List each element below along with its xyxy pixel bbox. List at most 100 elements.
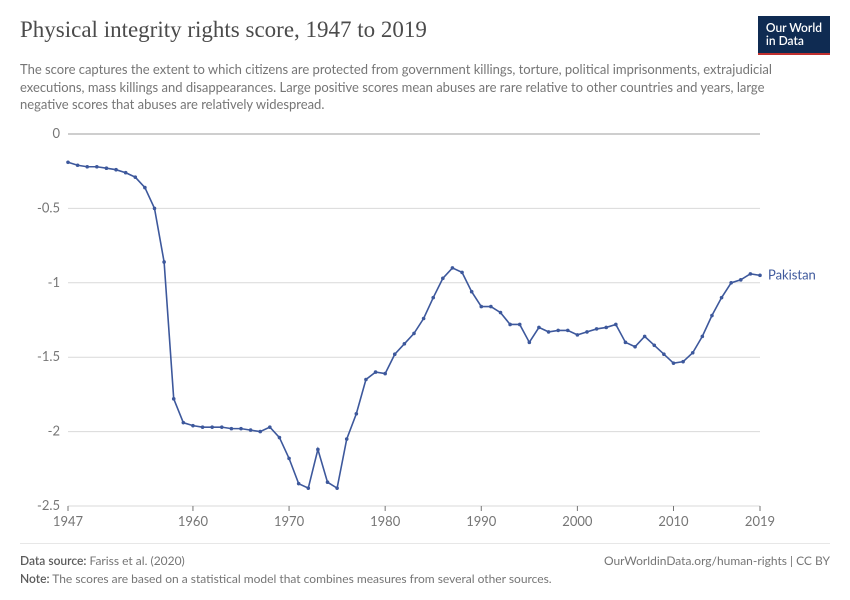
data-point bbox=[585, 330, 589, 334]
x-tick-label: 1980 bbox=[370, 513, 401, 529]
note-text: The scores are based on a statistical mo… bbox=[52, 571, 551, 586]
data-point bbox=[105, 166, 109, 170]
data-point bbox=[441, 277, 445, 281]
data-point bbox=[556, 329, 560, 333]
data-point bbox=[614, 323, 618, 327]
data-point bbox=[652, 344, 656, 348]
y-tick-label: -1 bbox=[48, 274, 60, 290]
data-point bbox=[297, 482, 301, 486]
data-point bbox=[133, 175, 137, 179]
data-point bbox=[537, 326, 541, 330]
y-tick-label: -2.5 bbox=[37, 497, 60, 513]
data-point bbox=[258, 430, 262, 434]
data-point bbox=[220, 425, 224, 429]
data-point bbox=[335, 486, 339, 490]
data-point bbox=[124, 171, 128, 175]
data-point bbox=[470, 290, 474, 294]
data-point bbox=[720, 296, 724, 300]
data-point bbox=[499, 311, 503, 315]
data-point bbox=[422, 317, 426, 321]
x-tick-label: 1970 bbox=[274, 513, 305, 529]
data-point bbox=[85, 165, 89, 169]
data-point bbox=[566, 329, 570, 333]
data-point bbox=[268, 425, 272, 429]
data-point bbox=[749, 272, 753, 276]
data-point bbox=[345, 437, 349, 441]
x-tick-label: 2010 bbox=[658, 513, 689, 529]
data-point bbox=[710, 314, 714, 318]
data-point bbox=[172, 397, 176, 401]
data-point bbox=[95, 165, 99, 169]
x-tick-label: 2019 bbox=[745, 513, 775, 529]
x-tick-label: 2000 bbox=[562, 513, 593, 529]
data-point bbox=[306, 486, 310, 490]
y-tick-label: -1.5 bbox=[37, 348, 60, 364]
data-point bbox=[681, 360, 685, 364]
data-point bbox=[643, 335, 647, 339]
data-point bbox=[431, 296, 435, 300]
data-point bbox=[604, 326, 608, 330]
data-point bbox=[374, 370, 378, 374]
data-point bbox=[162, 260, 166, 264]
data-point bbox=[508, 323, 512, 327]
series-line bbox=[68, 162, 760, 488]
data-point bbox=[412, 332, 416, 336]
data-point bbox=[451, 266, 455, 270]
data-source-label: Data source: bbox=[20, 553, 86, 568]
footer-row-1: Data source: Fariss et al. (2020) OurWor… bbox=[20, 552, 830, 570]
y-tick-label: -2 bbox=[48, 423, 60, 439]
y-tick-label: 0 bbox=[52, 125, 60, 141]
chart-title: Physical integrity rights score, 1947 to… bbox=[20, 16, 427, 45]
data-point bbox=[66, 160, 70, 164]
data-point bbox=[672, 361, 676, 365]
chart-subtitle: The score captures the extent to which c… bbox=[20, 61, 800, 114]
data-point bbox=[239, 427, 243, 431]
owid-logo: Our World in Data bbox=[758, 16, 830, 55]
data-point bbox=[633, 345, 637, 349]
data-point bbox=[364, 378, 368, 382]
data-point bbox=[547, 330, 551, 334]
y-tick-label: -0.5 bbox=[37, 199, 60, 215]
data-point bbox=[316, 448, 320, 452]
x-tick-label: 1960 bbox=[178, 513, 209, 529]
attribution: OurWorldinData.org/human-rights | CC BY bbox=[604, 552, 830, 570]
note-label: Note: bbox=[20, 571, 50, 586]
data-point bbox=[739, 278, 743, 282]
data-point bbox=[201, 425, 205, 429]
data-point bbox=[576, 333, 580, 337]
data-point bbox=[182, 421, 186, 425]
page-root: Physical integrity rights score, 1947 to… bbox=[0, 0, 850, 600]
data-point bbox=[662, 352, 666, 356]
data-point bbox=[758, 274, 762, 278]
data-point bbox=[624, 341, 628, 345]
chart-footer: Data source: Fariss et al. (2020) OurWor… bbox=[20, 543, 830, 588]
data-point bbox=[287, 457, 291, 461]
data-point bbox=[518, 323, 522, 327]
data-point bbox=[230, 427, 234, 431]
data-point bbox=[326, 480, 330, 484]
data-point bbox=[191, 424, 195, 428]
header-row: Physical integrity rights score, 1947 to… bbox=[20, 16, 830, 55]
chart-area: 0-0.5-1-1.5-2-2.519471960197019801990200… bbox=[20, 124, 830, 543]
data-point bbox=[403, 342, 407, 346]
data-point bbox=[393, 352, 397, 356]
data-point bbox=[114, 168, 118, 172]
data-point bbox=[691, 351, 695, 355]
x-tick-label: 1947 bbox=[53, 513, 84, 529]
data-point bbox=[76, 163, 80, 167]
footer-note: Note: The scores are based on a statisti… bbox=[20, 570, 830, 588]
data-point bbox=[278, 436, 282, 440]
data-point bbox=[528, 341, 532, 345]
data-point bbox=[249, 428, 253, 432]
data-point bbox=[701, 335, 705, 339]
data-point bbox=[153, 207, 157, 211]
logo-line2: in Data bbox=[766, 33, 804, 48]
data-point bbox=[489, 305, 493, 309]
data-point bbox=[729, 281, 733, 285]
data-source: Data source: Fariss et al. (2020) bbox=[20, 552, 185, 570]
data-point bbox=[479, 305, 483, 309]
line-chart: 0-0.5-1-1.5-2-2.519471960197019801990200… bbox=[20, 124, 830, 534]
data-point bbox=[383, 372, 387, 376]
data-point bbox=[143, 186, 147, 190]
data-source-text: Fariss et al. (2020) bbox=[90, 553, 185, 568]
